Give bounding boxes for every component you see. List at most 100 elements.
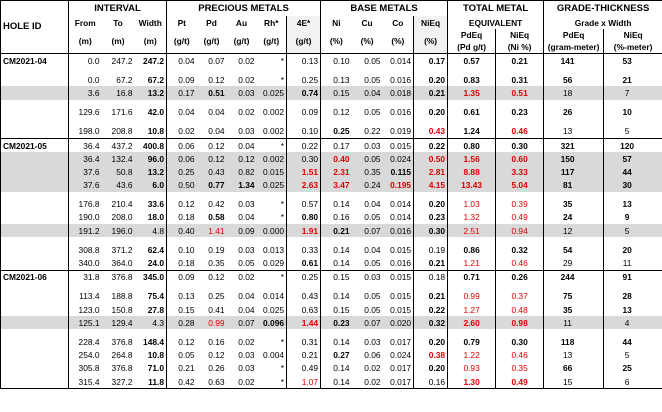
table-cell: 1.51 (286, 165, 321, 179)
table-cell: 1.35 (447, 86, 496, 100)
spacer-cell (68, 118, 102, 125)
hole-id: CM2021-04 (0, 53, 69, 68)
table-row: 191.2 196.0 4.8 0.40 1.41 0.09 0.000 1.91 0.21 0.… (0, 224, 662, 238)
table-cell: 10 (603, 105, 662, 119)
col-header-top: Width (138, 17, 162, 28)
spacer-row (0, 237, 662, 244)
table-cell: 0.23 (413, 210, 448, 225)
spacer-cell (447, 329, 496, 336)
table-cell: 171.6 (111, 107, 133, 118)
table-cell: 437.2 (111, 140, 133, 151)
table-cell: 56 (543, 73, 604, 87)
table-cell: 0.99 (447, 289, 496, 303)
table-cell: 0.025 (256, 86, 287, 100)
table-cell: * (280, 336, 285, 347)
table-cell: 0.71 (447, 270, 496, 284)
base-metals-group-header: BASE METALS (320, 0, 448, 16)
table-cell: 54 (543, 243, 604, 257)
table-cell: 13 (543, 348, 604, 362)
table-cell: 0.35 (351, 165, 383, 179)
table-cell: 0.31 (495, 73, 544, 87)
table-cell: 0.015 (390, 304, 412, 315)
spacer-cell (543, 67, 604, 74)
table-cell: * (280, 199, 285, 210)
col-header-unit: (g/t) (286, 29, 321, 54)
table-cell: 0.03 (364, 140, 381, 151)
table-row: 308.8 371.2 62.4 0.10 0.19 0.03 0.013 0.33 0.14 0… (0, 243, 662, 257)
table-cell: 0.16 (208, 336, 225, 347)
table-cell: 0.21 (413, 289, 448, 303)
table-cell: 0.015 (390, 140, 412, 151)
col-header-unit: (m) (101, 29, 135, 54)
table-cell: 0.016 (382, 256, 414, 271)
table-cell: 0.115 (382, 165, 414, 179)
hole-id-blank (0, 243, 69, 257)
table-row: CM2021-06 31.8 376.8 345.0 0.09 0.12 0.02 * 0.25… (0, 270, 662, 284)
spacer-cell (447, 99, 496, 106)
col-header-top: NiEq (510, 30, 530, 40)
col-header-unit: (g/t) (256, 29, 287, 54)
table-cell: 117 (543, 165, 604, 179)
table-cell: 15 (543, 374, 604, 390)
hole-id-blank (0, 374, 69, 390)
table-cell: 0.025 (263, 304, 285, 315)
table-cell: 0.12 (166, 335, 197, 349)
spacer-cell (286, 283, 321, 290)
table-cell: 0.15 (320, 86, 352, 100)
hole-id-header: HOLE ID (0, 0, 69, 54)
table-cell: 67.2 (147, 74, 165, 85)
table-cell: 0.98 (495, 316, 544, 330)
table-cell: 0.24 (351, 178, 383, 192)
table-cell: 0.79 (447, 335, 496, 349)
table-cell: 44 (603, 335, 662, 349)
col-header-unit: (%) (413, 29, 448, 54)
table-cell: 0.13 (320, 73, 352, 87)
table-cell: 345.0 (143, 272, 165, 283)
table-cell: 0.03 (364, 272, 381, 283)
table-cell: 0.03 (238, 244, 255, 255)
table-cell: 0.014 (390, 212, 412, 223)
table-cell: 3.6 (68, 86, 102, 100)
table-cell: 340.0 (68, 256, 102, 271)
table-cell: 1.21 (447, 256, 496, 271)
col-header-top: NiEq (413, 16, 448, 29)
table-cell: 0.13 (286, 53, 321, 68)
table-cell: 0.05 (364, 74, 381, 85)
table-row: 228.4 376.8 148.4 0.12 0.16 0.02 * 0.31 0.14 0.03… (0, 335, 662, 349)
table-cell: 0.49 (286, 361, 321, 375)
table-cell: 0.49 (495, 210, 544, 225)
table-cell: 0.20 (413, 105, 448, 119)
table-cell: 0.77 (196, 178, 227, 192)
table-row: 37.6 43.6 6.0 0.50 0.77 1.34 0.025 2.63 3.47 0.24… (0, 178, 662, 192)
table-cell: 0.61 (447, 105, 496, 119)
table-cell: 0.02 (238, 272, 255, 283)
spacer-cell (447, 118, 496, 125)
table-cell: 0.35 (196, 256, 227, 271)
spacer-cell (447, 237, 496, 244)
table-cell: 0.02 (238, 55, 255, 66)
col-header-nieq-gt: NiEq (%-meter) (603, 29, 662, 54)
spacer-cell (320, 191, 352, 198)
table-cell: 125.1 (68, 316, 102, 330)
table-cell: 0.32 (413, 316, 448, 330)
table-cell: 5 (603, 224, 662, 238)
table-cell: 0.14 (320, 374, 352, 390)
table-cell: 176.8 (68, 197, 102, 211)
spacer-cell (68, 67, 102, 74)
hole-id: CM2021-05 (0, 138, 69, 153)
spacer-cell (447, 67, 496, 74)
table-cell: 0.02 (238, 107, 255, 118)
spacer-cell (413, 191, 448, 198)
table-cell: 0.05 (364, 212, 381, 223)
table-cell: 0.018 (382, 86, 414, 100)
col-header-top: Pt (166, 16, 197, 29)
hole-id-blank (0, 224, 69, 238)
spacer-cell (495, 67, 544, 74)
table-cell: 321 (543, 138, 604, 153)
spacer-cell (68, 99, 102, 106)
table-cell: 2.60 (447, 316, 496, 330)
hole-id-blank (0, 335, 69, 349)
table-cell: 0.03 (238, 350, 255, 361)
spacer-cell (166, 237, 197, 244)
spacer-cell (68, 329, 102, 336)
